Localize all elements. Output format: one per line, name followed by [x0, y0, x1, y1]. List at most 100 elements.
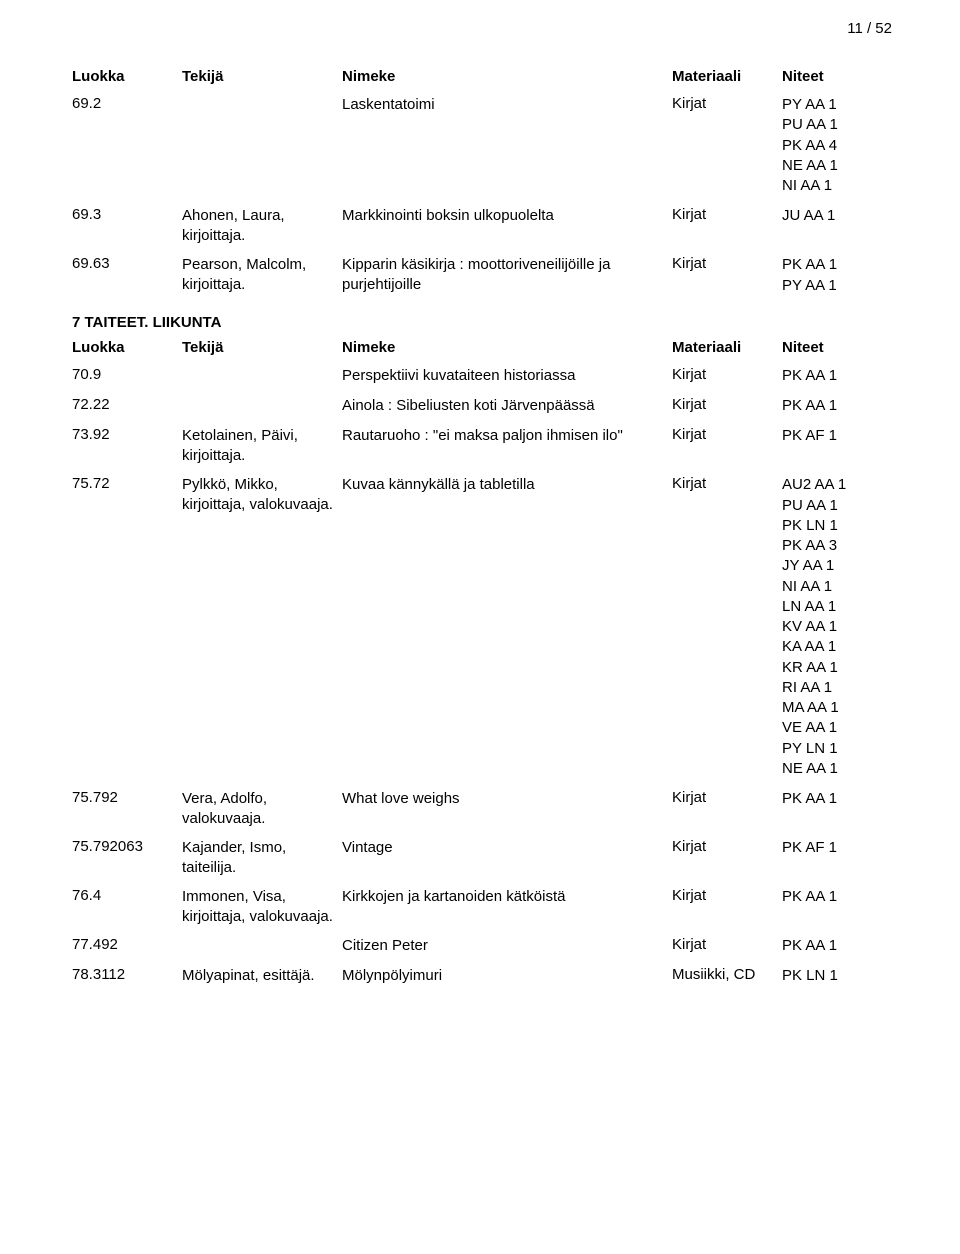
cell-luokka: 73.92 [72, 426, 182, 443]
col-header-niteet: Niteet [782, 339, 892, 356]
niteet-item: PK AA 3 [782, 536, 892, 556]
niteet-item: NI AA 1 [782, 176, 892, 196]
cell-luokka: 69.2 [72, 95, 182, 112]
cell-niteet: PK AA 1 [782, 936, 892, 956]
table-row: 78.3112Mölyapinat, esittäjä.Mölynpölyimu… [72, 966, 896, 986]
cell-tekija: Pylkkö, Mikko, kirjoittaja, valokuvaaja. [182, 475, 342, 514]
niteet-item: PY AA 1 [782, 95, 892, 115]
cell-tekija: Pearson, Malcolm, kirjoittaja. [182, 255, 342, 294]
col-header-nimeke: Nimeke [342, 68, 672, 85]
col-header-materiaali: Materiaali [672, 339, 782, 356]
col-header-nimeke: Nimeke [342, 339, 672, 356]
cell-niteet: PK AA 1 [782, 366, 892, 386]
cell-luokka: 72.22 [72, 396, 182, 413]
niteet-item: MA AA 1 [782, 698, 892, 718]
table-row: 77.492 Citizen PeterKirjatPK AA 1 [72, 936, 896, 956]
table-header: Luokka Tekijä Nimeke Materiaali Niteet [72, 68, 896, 85]
cell-luokka: 75.792 [72, 789, 182, 806]
niteet-item: PK AF 1 [782, 426, 892, 446]
table-row: 75.792063Kajander, Ismo, taiteilija.Vint… [72, 838, 896, 877]
cell-materiaali: Kirjat [672, 95, 782, 112]
niteet-item: VE AA 1 [782, 718, 892, 738]
cell-materiaali: Kirjat [672, 366, 782, 383]
cell-nimeke: Rautaruoho : "ei maksa paljon ihmisen il… [342, 426, 672, 446]
col-header-tekija: Tekijä [182, 68, 342, 85]
niteet-item: KA AA 1 [782, 637, 892, 657]
niteet-item: KV AA 1 [782, 617, 892, 637]
cell-tekija: Ketolainen, Päivi, kirjoittaja. [182, 426, 342, 465]
table-row: 69.2 LaskentatoimiKirjatPY AA 1PU AA 1PK … [72, 95, 896, 196]
cell-nimeke: Mölynpölyimuri [342, 966, 672, 986]
niteet-item: NE AA 1 [782, 759, 892, 779]
cell-luokka: 76.4 [72, 887, 182, 904]
page: 11 / 52 Luokka Tekijä Nimeke Materiaali … [0, 0, 960, 1254]
cell-nimeke: Citizen Peter [342, 936, 672, 956]
niteet-item: NE AA 1 [782, 156, 892, 176]
table-row: 69.63Pearson, Malcolm, kirjoittaja.Kippa… [72, 255, 896, 296]
page-number: 11 / 52 [847, 20, 892, 37]
cell-niteet: PK AA 1PY AA 1 [782, 255, 892, 296]
niteet-item: RI AA 1 [782, 678, 892, 698]
cell-nimeke: Vintage [342, 838, 672, 858]
section-title: 7 TAITEET. LIIKUNTA [72, 314, 896, 331]
cell-niteet: PK AA 1 [782, 396, 892, 416]
cell-nimeke: What love weighs [342, 789, 672, 809]
cell-niteet: PK AF 1 [782, 838, 892, 858]
niteet-item: LN AA 1 [782, 597, 892, 617]
cell-niteet: JU AA 1 [782, 206, 892, 226]
col-header-luokka: Luokka [72, 339, 182, 356]
table-body-2: 70.9 Perspektiivi kuvataiteen historiassa… [72, 366, 896, 987]
cell-niteet: PY AA 1PU AA 1PK AA 4NE AA 1NI AA 1 [782, 95, 892, 196]
niteet-item: PK AA 4 [782, 136, 892, 156]
table-row: 75.792Vera, Adolfo, valokuvaaja.What lov… [72, 789, 896, 828]
cell-tekija: Kajander, Ismo, taiteilija. [182, 838, 342, 877]
niteet-item: PY LN 1 [782, 739, 892, 759]
cell-nimeke: Kipparin käsikirja : moottoriveneilijöil… [342, 255, 672, 294]
niteet-item: PK LN 1 [782, 966, 892, 986]
cell-luokka: 69.63 [72, 255, 182, 272]
niteet-item: PK AA 1 [782, 366, 892, 386]
cell-niteet: PK AA 1 [782, 789, 892, 809]
cell-nimeke: Perspektiivi kuvataiteen historiassa [342, 366, 672, 386]
cell-niteet: PK AA 1 [782, 887, 892, 907]
cell-materiaali: Musiikki, CD [672, 966, 782, 983]
cell-nimeke: Kirkkojen ja kartanoiden kätköistä [342, 887, 672, 907]
cell-tekija: Vera, Adolfo, valokuvaaja. [182, 789, 342, 828]
cell-luokka: 78.3112 [72, 966, 182, 983]
cell-materiaali: Kirjat [672, 887, 782, 904]
cell-tekija: Mölyapinat, esittäjä. [182, 966, 342, 986]
cell-materiaali: Kirjat [672, 475, 782, 492]
table-row: 73.92Ketolainen, Päivi, kirjoittaja.Raut… [72, 426, 896, 465]
niteet-item: PK AA 1 [782, 936, 892, 956]
niteet-item: JU AA 1 [782, 206, 892, 226]
cell-niteet: AU2 AA 1PU AA 1PK LN 1PK AA 3JY AA 1NI A… [782, 475, 892, 779]
cell-luokka: 77.492 [72, 936, 182, 953]
col-header-niteet: Niteet [782, 68, 892, 85]
cell-tekija: Immonen, Visa, kirjoittaja, valokuvaaja. [182, 887, 342, 926]
cell-luokka: 70.9 [72, 366, 182, 383]
niteet-item: PY AA 1 [782, 276, 892, 296]
col-header-tekija: Tekijä [182, 339, 342, 356]
table-header: Luokka Tekijä Nimeke Materiaali Niteet [72, 339, 896, 356]
niteet-item: KR AA 1 [782, 658, 892, 678]
col-header-materiaali: Materiaali [672, 68, 782, 85]
cell-nimeke: Ainola : Sibeliusten koti Järvenpäässä [342, 396, 672, 416]
cell-materiaali: Kirjat [672, 255, 782, 272]
cell-materiaali: Kirjat [672, 426, 782, 443]
niteet-item: PK LN 1 [782, 516, 892, 536]
table-row: 76.4Immonen, Visa, kirjoittaja, valokuva… [72, 887, 896, 926]
cell-luokka: 75.72 [72, 475, 182, 492]
niteet-item: PU AA 1 [782, 496, 892, 516]
cell-nimeke: Laskentatoimi [342, 95, 672, 115]
cell-luokka: 75.792063 [72, 838, 182, 855]
niteet-item: PK AF 1 [782, 838, 892, 858]
niteet-item: PK AA 1 [782, 396, 892, 416]
niteet-item: PK AA 1 [782, 255, 892, 275]
table-row: 75.72Pylkkö, Mikko, kirjoittaja, valokuv… [72, 475, 896, 779]
niteet-item: JY AA 1 [782, 556, 892, 576]
cell-materiaali: Kirjat [672, 936, 782, 953]
niteet-item: AU2 AA 1 [782, 475, 892, 495]
cell-materiaali: Kirjat [672, 206, 782, 223]
cell-materiaali: Kirjat [672, 789, 782, 806]
table-body-1: 69.2LaskentatoimiKirjatPY AA 1PU AA 1PK … [72, 95, 896, 296]
